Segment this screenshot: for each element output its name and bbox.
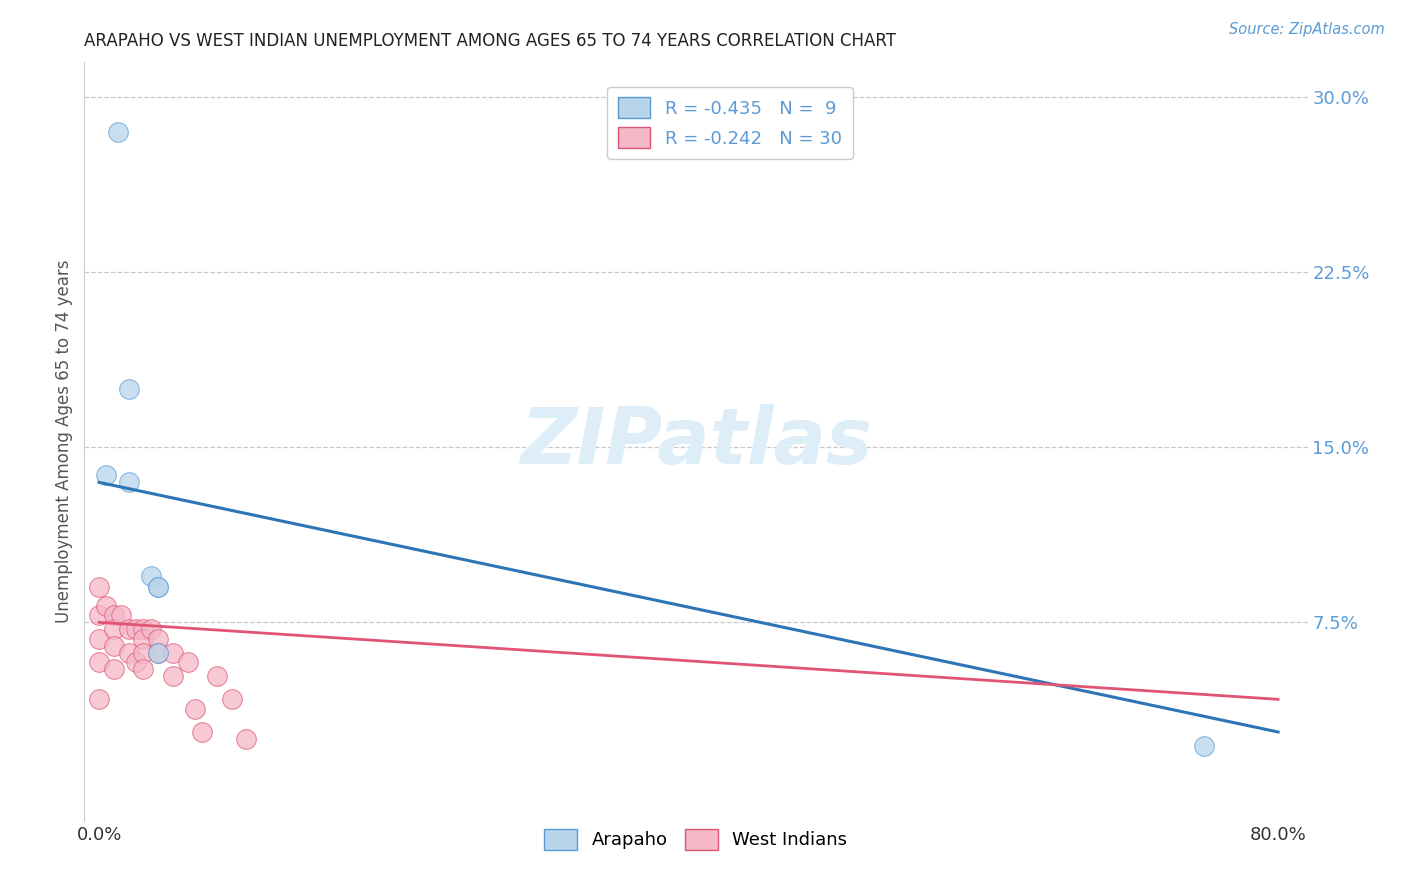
Point <box>96 468 118 483</box>
Point <box>117 646 139 660</box>
Point <box>139 623 162 637</box>
Point <box>110 608 132 623</box>
Point <box>191 725 214 739</box>
Point <box>221 692 243 706</box>
Point <box>146 646 169 660</box>
Point <box>132 646 155 660</box>
Point <box>146 646 169 660</box>
Point <box>103 608 125 623</box>
Point <box>103 662 125 676</box>
Point <box>162 669 184 683</box>
Point <box>1194 739 1216 753</box>
Text: ZIPatlas: ZIPatlas <box>520 403 872 480</box>
Point <box>184 701 207 715</box>
Point <box>87 632 110 646</box>
Text: Source: ZipAtlas.com: Source: ZipAtlas.com <box>1229 22 1385 37</box>
Point <box>107 125 129 139</box>
Point <box>117 382 139 396</box>
Point <box>205 669 228 683</box>
Point <box>125 623 148 637</box>
Point <box>87 608 110 623</box>
Point <box>117 475 139 490</box>
Point <box>103 639 125 653</box>
Point <box>139 568 162 582</box>
Point <box>176 655 198 669</box>
Point <box>117 623 139 637</box>
Text: ARAPAHO VS WEST INDIAN UNEMPLOYMENT AMONG AGES 65 TO 74 YEARS CORRELATION CHART: ARAPAHO VS WEST INDIAN UNEMPLOYMENT AMON… <box>84 32 897 50</box>
Point <box>132 623 155 637</box>
Point <box>162 646 184 660</box>
Point <box>146 580 169 594</box>
Point <box>132 632 155 646</box>
Point <box>146 632 169 646</box>
Point <box>87 692 110 706</box>
Point <box>235 731 257 746</box>
Point <box>125 655 148 669</box>
Point <box>96 599 118 613</box>
Point <box>103 623 125 637</box>
Legend: Arapaho, West Indians: Arapaho, West Indians <box>537 822 855 857</box>
Point <box>87 580 110 594</box>
Point <box>87 655 110 669</box>
Y-axis label: Unemployment Among Ages 65 to 74 years: Unemployment Among Ages 65 to 74 years <box>55 260 73 624</box>
Point <box>132 662 155 676</box>
Point <box>146 580 169 594</box>
